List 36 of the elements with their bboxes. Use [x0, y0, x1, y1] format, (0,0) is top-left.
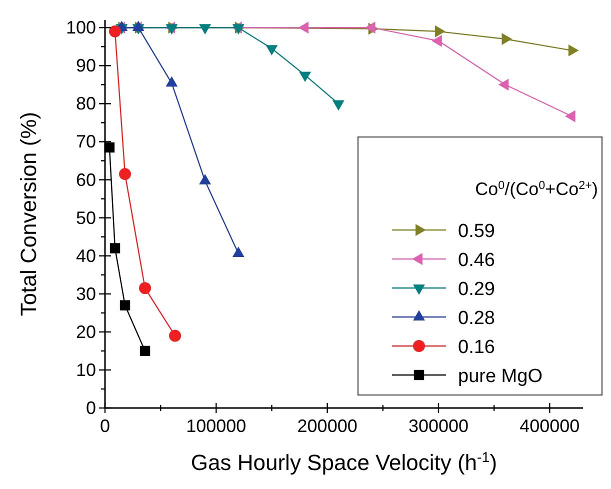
x-tick-label: 100000 [186, 416, 246, 436]
point [140, 346, 150, 356]
y-tick-label: 80 [76, 94, 96, 114]
point [110, 243, 120, 254]
point [169, 330, 182, 342]
y-tick-label: 30 [76, 284, 96, 304]
point [298, 22, 309, 34]
legend-label: 0.59 [458, 221, 495, 242]
y-tick-label: 40 [76, 246, 96, 266]
x-tick-label: 300000 [408, 416, 469, 436]
y-tick-label: 50 [76, 208, 96, 228]
point [120, 300, 130, 310]
point [498, 78, 509, 91]
point [364, 22, 376, 34]
point [119, 168, 132, 180]
x-axis-title: Gas Hourly Space Velocity (h$^{-1}$) [190, 450, 498, 475]
legend-label: 0.28 [458, 308, 495, 329]
legend-label: 0.16 [458, 337, 495, 358]
x-tick-label: 0 [100, 416, 110, 436]
point [564, 110, 576, 122]
y-tick-label: 20 [76, 322, 96, 342]
y-tick-label: 70 [76, 132, 96, 152]
y-axis-title: Total Conversion (%) [16, 112, 41, 316]
y-tick-label: 90 [76, 56, 96, 76]
legend-label: 0.29 [458, 279, 495, 300]
legend-label: pure MgO [458, 366, 542, 387]
legend-label: 0.46 [458, 250, 495, 271]
y-tick-label: 60 [76, 170, 96, 190]
legend-title: Co$^{0}$/(Co$^{0}$+Co$^{2+}$) [475, 178, 598, 199]
y-tick-label: 100 [66, 18, 96, 38]
point [432, 34, 442, 47]
y-tick-label: 0 [86, 398, 96, 418]
x-tick-label: 200000 [297, 416, 358, 436]
point [139, 282, 152, 294]
y-tick-label: 10 [76, 360, 96, 380]
x-tick-label: 400000 [520, 416, 580, 436]
